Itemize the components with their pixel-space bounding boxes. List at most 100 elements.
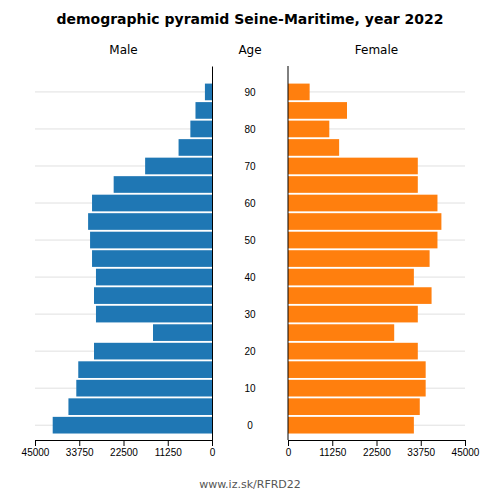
bar xyxy=(88,213,212,230)
tick: 33750 xyxy=(66,440,94,458)
tick-label: 0 xyxy=(247,420,253,431)
tick: 22500 xyxy=(363,440,391,458)
bar xyxy=(288,380,426,397)
bar xyxy=(288,102,347,119)
bar xyxy=(114,176,212,193)
tick: 0 xyxy=(210,440,216,458)
bar xyxy=(205,84,212,101)
bar xyxy=(90,232,212,249)
y-axis: 0 10 20 30 40 50 60 70 80 90 xyxy=(212,67,256,441)
grid-line xyxy=(35,128,212,129)
tick-mark xyxy=(288,440,289,446)
axis-line xyxy=(289,441,466,447)
tick-label: 22500 xyxy=(363,447,391,458)
x-axis: 0 11250 22500 33750 45000 xyxy=(286,440,480,458)
bar xyxy=(288,158,418,175)
tick: 33750 xyxy=(407,440,435,458)
tick: 70 xyxy=(212,161,256,172)
bar xyxy=(288,176,418,193)
axis-line xyxy=(212,67,213,441)
tick-label: 20 xyxy=(244,346,256,357)
title: demographic pyramid Seine-Maritime, year… xyxy=(56,11,443,27)
bar xyxy=(288,306,418,323)
axis-line xyxy=(288,66,289,440)
bar xyxy=(288,324,394,341)
bar xyxy=(288,250,430,267)
bar xyxy=(145,158,212,175)
bar xyxy=(179,139,212,156)
tick-label: 50 xyxy=(244,235,256,246)
tick: 22500 xyxy=(110,440,138,458)
bar xyxy=(96,269,212,286)
chart: demographic pyramid Seine-Maritime, year… xyxy=(0,0,500,500)
bar xyxy=(288,417,414,434)
tick: 0 xyxy=(212,420,253,431)
tick-label: 11250 xyxy=(155,447,183,458)
tick: 40 xyxy=(212,272,256,283)
tick: 80 xyxy=(212,124,256,135)
y-axis-title: Age xyxy=(238,43,261,57)
tick: 11250 xyxy=(155,440,183,458)
footer: www.iz.sk/RFRD22 xyxy=(199,478,301,491)
tick-mark xyxy=(332,440,333,446)
tick-label: 45000 xyxy=(452,447,480,458)
tick-label: 60 xyxy=(244,198,256,209)
bar xyxy=(92,195,212,212)
tick-mark xyxy=(168,440,169,446)
plot-area xyxy=(35,84,212,434)
plot-area xyxy=(288,84,465,434)
tick-label: 11250 xyxy=(319,447,347,458)
bar xyxy=(288,232,437,249)
tick: 30 xyxy=(212,309,256,320)
bar xyxy=(288,139,339,156)
bar xyxy=(94,287,212,304)
tick: 20 xyxy=(212,346,256,357)
tick-label: 33750 xyxy=(66,447,94,458)
tick-mark xyxy=(377,440,378,446)
tick-label: 70 xyxy=(244,161,256,172)
tick-label: 10 xyxy=(244,383,256,394)
tick-mark xyxy=(465,440,466,446)
bar xyxy=(288,361,426,378)
bar xyxy=(288,213,441,230)
tick-label: 0 xyxy=(210,447,216,458)
x-axis: 0 11250 22500 33750 45000 xyxy=(22,440,216,458)
tick-label: 80 xyxy=(244,124,256,135)
tick-label: 45000 xyxy=(22,447,50,458)
series-header: Male xyxy=(109,43,137,57)
bar xyxy=(76,380,212,397)
bar xyxy=(288,287,432,304)
tick: 45000 xyxy=(22,440,50,458)
tick: 0 xyxy=(286,440,292,458)
tick: 45000 xyxy=(452,440,480,458)
tick: 50 xyxy=(212,235,256,246)
bar xyxy=(78,361,212,378)
tick-label: 30 xyxy=(244,309,256,320)
bar xyxy=(288,121,329,138)
tick-mark xyxy=(212,440,213,446)
bar xyxy=(190,121,212,138)
tick: 11250 xyxy=(319,440,347,458)
tick: 60 xyxy=(212,198,256,209)
bar xyxy=(195,102,212,119)
series-header: Female xyxy=(355,43,398,57)
bar xyxy=(53,417,212,434)
tick-label: 40 xyxy=(244,272,256,283)
tick: 90 xyxy=(212,87,256,98)
bar xyxy=(288,398,420,415)
grid-line xyxy=(288,91,465,92)
tick-label: 0 xyxy=(286,447,292,458)
bar xyxy=(92,250,212,267)
bar xyxy=(288,84,310,101)
tick-label: 90 xyxy=(244,87,256,98)
bar xyxy=(288,195,437,212)
bar xyxy=(96,306,212,323)
tick-label: 22500 xyxy=(110,447,138,458)
axis-line xyxy=(36,441,213,447)
grid-line xyxy=(35,91,212,92)
tick-label: 33750 xyxy=(407,447,435,458)
tick-mark xyxy=(79,440,80,446)
tick: 10 xyxy=(212,383,256,394)
bar xyxy=(288,269,414,286)
tick-mark xyxy=(124,440,125,446)
